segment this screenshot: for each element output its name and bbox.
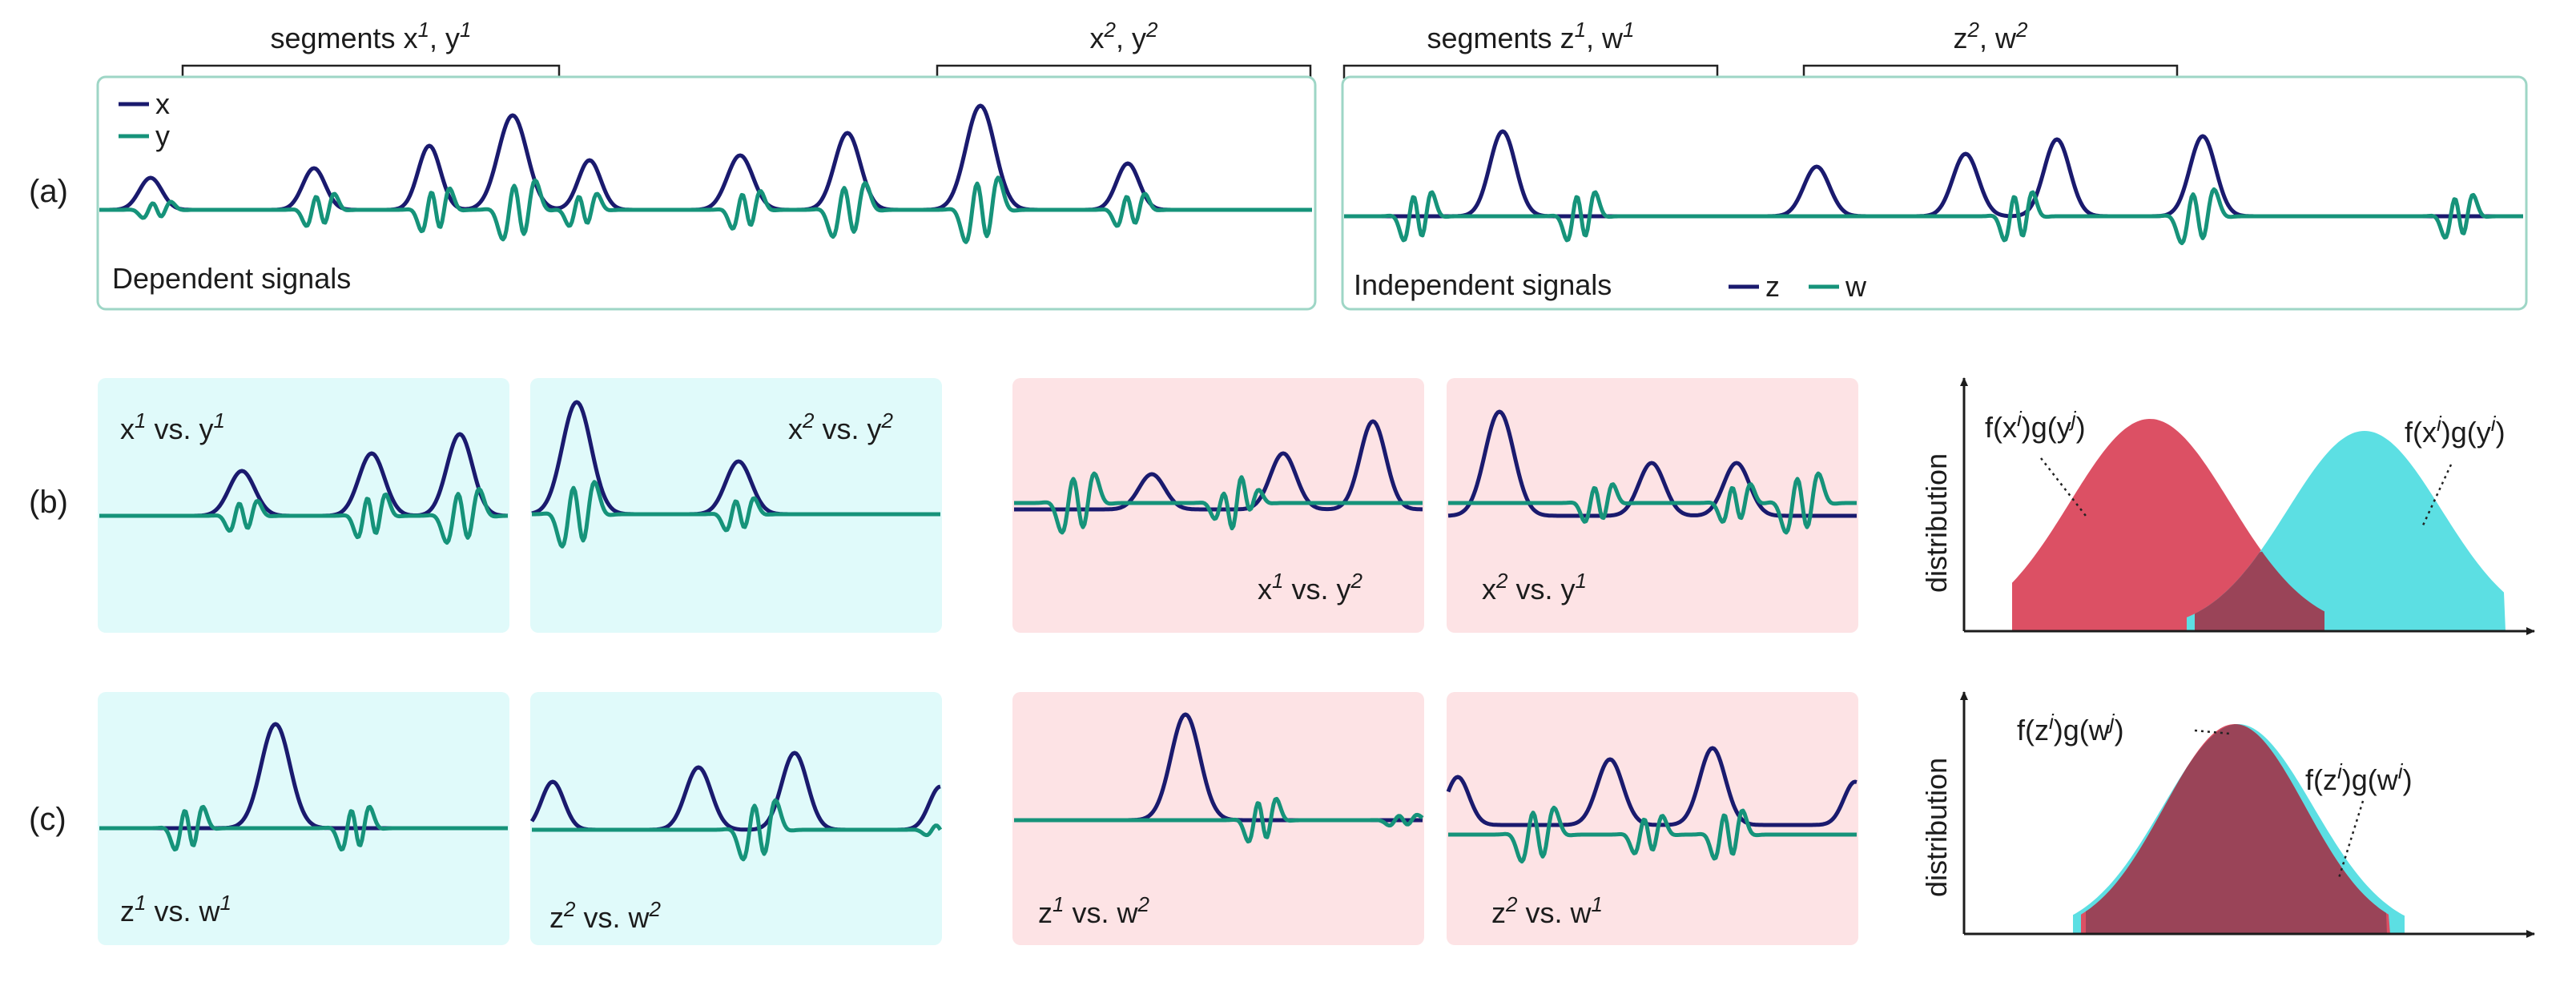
tile-c2-label: z2 vs. w2 [549, 897, 661, 934]
dist-b-ylabel: distribution [1920, 453, 1953, 593]
distribution-plot-b: distribution f(xi)g(yj) f(xi)g(yi) [1920, 377, 2535, 635]
row-label-b: (b) [29, 485, 68, 520]
legend-x-label: x [155, 87, 170, 120]
row-b-signal-traces [99, 400, 1858, 549]
dist-b-overlap [2195, 551, 2324, 631]
tile-b1-label: x1 vs. y1 [120, 408, 225, 445]
c4-w-trace [1447, 805, 1858, 864]
c3-w-trace [1013, 796, 1424, 844]
tile-c1-label: z1 vs. w1 [120, 891, 231, 928]
tile-b1 [98, 378, 509, 633]
tile-b4-label: x2 vs. y1 [1482, 569, 1587, 606]
b3-y-trace [1013, 471, 1423, 535]
bracket-segments-z1-w1: segments z1, w1 [1342, 18, 1719, 78]
independent-signals-box [1341, 75, 2528, 311]
bracket-x2-y2: x2, y2 [936, 18, 1312, 78]
b2-y-trace [531, 480, 941, 549]
legend-z-label: z [1765, 270, 1780, 303]
c4-z-trace [1446, 746, 1858, 827]
dist-b-label-left: f(xi)g(yj) [1985, 407, 2086, 444]
dist-b-leader-right [2421, 464, 2453, 528]
bracket-label-z2-w2: z2, w2 [1954, 18, 2028, 54]
distribution-plot-c: distribution f(zi)g(wj) f(zi)g(wi) [1920, 691, 2535, 938]
independent-signal-traces [1343, 129, 2524, 246]
signal-y-trace [99, 175, 1313, 244]
bracket-label-x2-y2: x2, y2 [1090, 18, 1158, 54]
dependent-caption: Dependent signals [112, 262, 351, 295]
tile-c2 [530, 692, 942, 945]
independent-caption: Independent signals [1354, 268, 1612, 301]
b4-y-trace [1447, 471, 1858, 535]
legend-xy: x y [119, 87, 170, 152]
c2-w-trace [531, 798, 943, 862]
tile-b2-label: x2 vs. y2 [788, 408, 893, 445]
legend-w-label: w [1845, 270, 1867, 303]
tile-c4-label: z2 vs. w1 [1491, 892, 1603, 929]
bracket-label-x1-y1: segments x1, y1 [270, 18, 471, 54]
c1-w-trace [99, 804, 509, 852]
tile-c4 [1447, 692, 1858, 945]
b4-x-trace [1447, 409, 1858, 518]
dist-c-label-right: f(zi)g(wi) [2305, 759, 2413, 796]
tile-b4 [1447, 378, 1858, 633]
dist-c-leader-right [2337, 800, 2365, 879]
dist-c-ylabel: distribution [1920, 758, 1953, 897]
signal-w-trace [1343, 187, 2524, 246]
row-label-a: (a) [29, 174, 68, 209]
panel-a: segments x1, y1 x2, y2 segments z1, w1 z… [96, 18, 2528, 311]
dist-c-label-left: f(zi)g(wj) [2017, 710, 2124, 746]
tile-c3-label: z1 vs. w2 [1038, 892, 1149, 929]
panel-c: z1 vs. w1 z2 vs. w2 z1 vs. w2 z2 vs. w1 … [98, 691, 2535, 945]
b1-y-trace [99, 486, 509, 545]
row-c-signal-traces [99, 712, 1858, 864]
tile-b3-label: x1 vs. y2 [1258, 569, 1362, 606]
bracket-segments-x1-y1: segments x1, y1 [181, 18, 561, 78]
dist-b-label-right: f(xi)g(yi) [2405, 412, 2506, 449]
bracket-label-z1-w1: segments z1, w1 [1427, 18, 1634, 54]
tile-c1 [98, 692, 509, 945]
bracket-z2-w2: z2, w2 [1802, 18, 2179, 78]
row-label-c: (c) [29, 802, 66, 837]
dependent-signal-traces [99, 103, 1313, 244]
dist-c-overlap [2086, 724, 2387, 934]
dependent-signals-box [96, 75, 1317, 311]
panel-b: x1 vs. y1 x2 vs. y2 x1 vs. y2 x2 vs. y1 … [98, 377, 2535, 635]
legend-y-label: y [155, 119, 170, 152]
legend-zw: z w [1729, 270, 1867, 303]
